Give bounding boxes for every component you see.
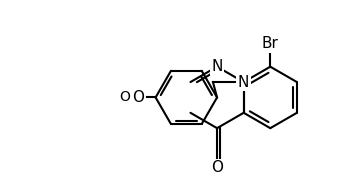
Text: O: O (133, 90, 145, 105)
Text: Br: Br (262, 36, 279, 51)
Text: N: N (238, 75, 249, 90)
Text: O: O (211, 160, 223, 175)
Text: N: N (211, 59, 223, 74)
Text: O: O (119, 90, 130, 104)
